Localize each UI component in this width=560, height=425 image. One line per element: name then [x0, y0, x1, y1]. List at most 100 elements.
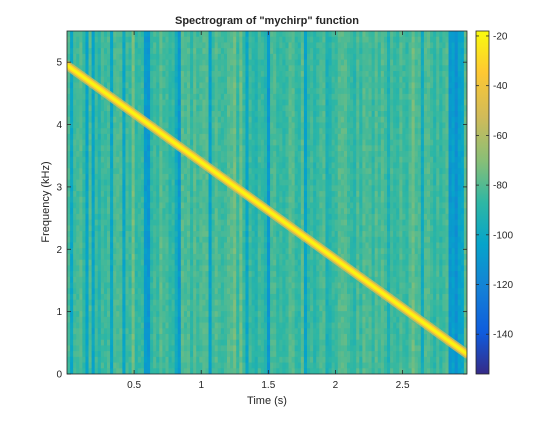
heatmap-cell: [103, 339, 108, 347]
heatmap-cell: [82, 88, 87, 95]
heatmap-cell: [270, 219, 274, 226]
heatmap-cell: [180, 242, 185, 249]
heatmap-cell: [214, 328, 219, 335]
heatmap-cell: [307, 185, 311, 192]
heatmap-cell: [202, 333, 207, 341]
heatmap-cell: [174, 351, 179, 358]
heatmap-cell: [168, 168, 173, 175]
heatmap-cell: [82, 36, 87, 44]
heatmap-cell: [150, 99, 154, 106]
heatmap-cell: [128, 356, 133, 364]
heatmap-cell: [267, 145, 271, 152]
heatmap-cell: [291, 59, 296, 66]
heatmap-cell: [131, 42, 136, 49]
heatmap-cell: [202, 339, 207, 347]
heatmap-cell: [208, 368, 213, 374]
heatmap-cell: [147, 53, 151, 61]
heatmap-cell: [150, 116, 154, 124]
heatmap-cell: [85, 145, 90, 152]
heatmap-cell: [260, 362, 265, 369]
heatmap-cell: [276, 362, 280, 369]
heatmap-cell: [276, 185, 280, 192]
heatmap-cell: [196, 208, 200, 215]
heatmap-cell: [230, 248, 234, 255]
heatmap-cell: [183, 156, 188, 164]
heatmap-cell: [97, 345, 102, 352]
heatmap-cell: [217, 31, 222, 38]
heatmap-cell: [263, 156, 268, 164]
heatmap-cell: [227, 88, 231, 95]
heatmap-cell: [303, 196, 308, 204]
heatmap-cell: [279, 328, 283, 335]
heatmap-cell: [103, 71, 108, 78]
heatmap-cell: [248, 179, 253, 186]
heatmap-cell: [223, 339, 228, 347]
heatmap-cell: [100, 111, 105, 118]
heatmap-cell: [107, 311, 111, 318]
heatmap-cell: [285, 368, 290, 374]
heatmap-cell: [214, 316, 219, 324]
heatmap-cell: [248, 322, 253, 329]
heatmap-cell: [171, 116, 176, 124]
heatmap-cell: [107, 362, 111, 369]
heatmap-cell: [168, 242, 173, 249]
heatmap-cell: [291, 368, 296, 374]
heatmap-cell: [233, 133, 237, 141]
heatmap-cell: [187, 76, 191, 84]
heatmap-cell: [307, 242, 311, 249]
heatmap-cell: [122, 328, 127, 335]
heatmap-cell: [100, 293, 105, 301]
heatmap-cell: [273, 362, 277, 369]
heatmap-cell: [307, 351, 311, 358]
heatmap-cell: [316, 111, 320, 118]
heatmap-cell: [267, 231, 271, 238]
heatmap-cell: [177, 351, 182, 358]
heatmap-cell: [110, 333, 114, 341]
heatmap-cell: [94, 31, 99, 38]
heatmap-cell: [103, 362, 108, 369]
heatmap-cell: [174, 311, 179, 318]
heatmap-cell: [137, 53, 142, 61]
heatmap-cell: [220, 31, 225, 38]
heatmap-cell: [263, 265, 268, 272]
heatmap-cell: [137, 299, 142, 306]
heatmap-cell: [162, 293, 167, 301]
heatmap-cell: [113, 225, 117, 232]
heatmap-cell: [85, 219, 90, 226]
heatmap-cell: [202, 179, 207, 186]
heatmap-cell: [267, 105, 271, 112]
heatmap-cell: [214, 219, 219, 226]
heatmap-cell: [227, 42, 231, 49]
heatmap-cell: [168, 322, 173, 329]
heatmap-cell: [76, 191, 80, 198]
heatmap-cell: [91, 31, 96, 38]
heatmap-cell: [143, 276, 148, 284]
heatmap-cell: [79, 253, 83, 261]
heatmap-cell: [73, 36, 77, 44]
heatmap-cell: [196, 202, 200, 209]
heatmap-cell: [156, 76, 160, 84]
heatmap-cell: [230, 93, 234, 101]
heatmap-cell: [288, 53, 293, 61]
heatmap-cell: [110, 271, 114, 278]
heatmap-cell: [168, 99, 173, 106]
heatmap-cell: [233, 231, 237, 238]
heatmap-cell: [85, 368, 90, 374]
heatmap-cell: [113, 133, 117, 141]
heatmap-cell: [279, 208, 283, 215]
heatmap-cell: [223, 259, 228, 266]
heatmap-cell: [322, 71, 327, 78]
heatmap-cell: [254, 31, 259, 38]
heatmap-cell: [313, 351, 317, 358]
heatmap-cell: [73, 122, 77, 129]
heatmap-cell: [300, 93, 305, 101]
heatmap-cell: [100, 265, 105, 272]
heatmap-cell: [202, 168, 207, 175]
heatmap-cell: [76, 53, 80, 61]
heatmap-cell: [140, 185, 145, 192]
heatmap-cell: [76, 179, 80, 186]
heatmap-cell: [177, 59, 182, 66]
heatmap-cell: [227, 351, 231, 358]
heatmap-cell: [82, 111, 87, 118]
heatmap-cell: [73, 248, 77, 255]
